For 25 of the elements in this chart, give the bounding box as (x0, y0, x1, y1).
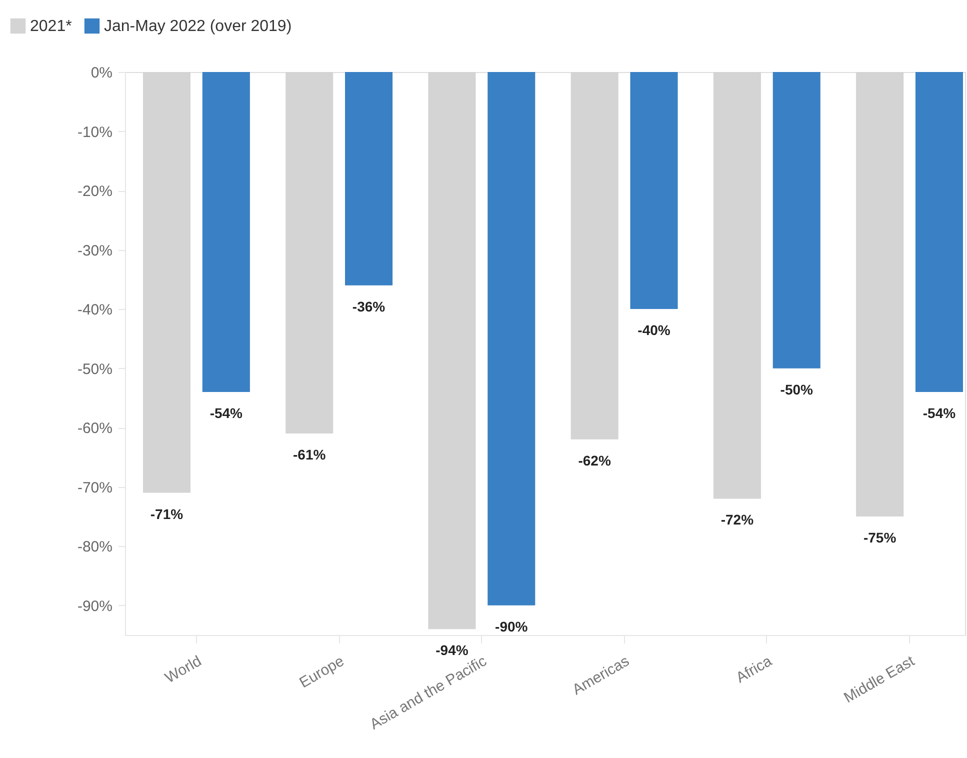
legend-label: Jan-May 2022 (over 2019) (104, 18, 292, 35)
data-label: -75% (863, 529, 897, 546)
data-label: -61% (293, 446, 326, 463)
y-tick-label: -30% (77, 242, 112, 260)
data-label: -71% (150, 506, 184, 522)
y-tick-label: -80% (77, 538, 112, 556)
data-label: -72% (720, 512, 754, 528)
y-tick-label: -10% (77, 124, 112, 141)
data-label: -90% (495, 618, 528, 634)
x-tick-label: Africa (733, 652, 776, 687)
data-label: -54% (210, 405, 244, 422)
data-label: -54% (922, 405, 956, 422)
y-tick-label: -40% (77, 302, 112, 319)
legend-label: 2021* (30, 18, 72, 35)
y-tick-label: 0% (90, 64, 112, 82)
data-label: -50% (780, 381, 814, 398)
data-label: -40% (638, 322, 671, 338)
data-label: -36% (352, 298, 386, 314)
y-tick-label: -20% (77, 183, 112, 200)
y-tick-label: -50% (77, 360, 112, 378)
y-tick-label: -90% (77, 598, 112, 615)
y-tick-label: -70% (77, 479, 112, 496)
data-label: -62% (578, 452, 612, 468)
data-label: -94% (436, 642, 469, 658)
y-tick-label: -60% (77, 420, 112, 438)
